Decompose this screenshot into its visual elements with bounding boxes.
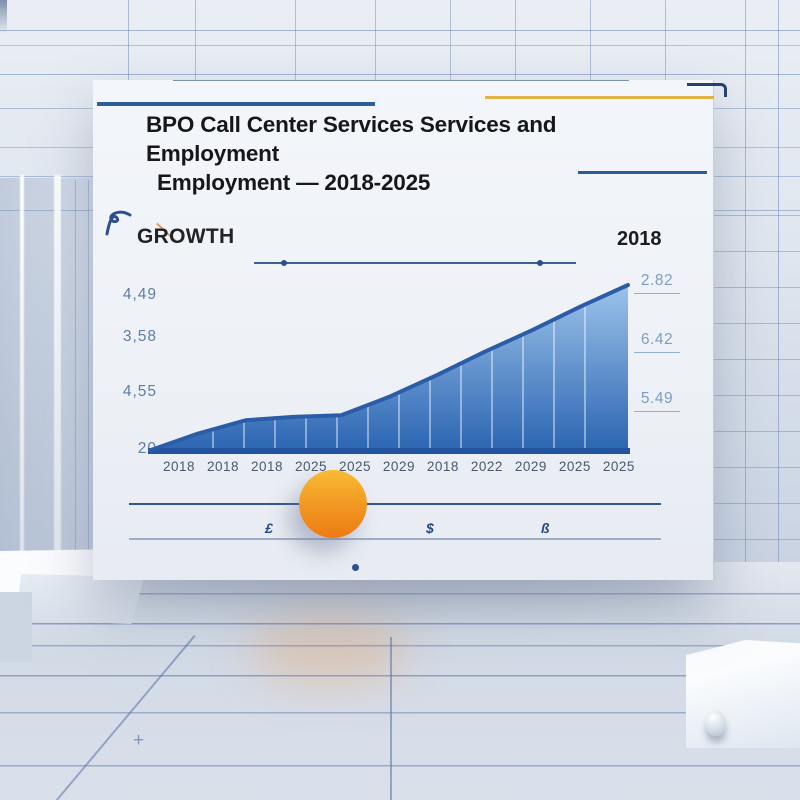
- area-chart: [148, 283, 630, 454]
- wall-light-strip: [54, 175, 61, 562]
- value-label: 5.49: [634, 390, 680, 412]
- grid-line: [75, 180, 76, 562]
- timeline-marker-dot: [537, 260, 543, 266]
- step-block-front: [16, 574, 144, 624]
- x-axis-tick-label: 2025: [294, 459, 327, 474]
- x-axis-tick-label: 2025: [338, 459, 371, 474]
- grid-line: [173, 80, 629, 81]
- orange-circle: [299, 470, 367, 538]
- wall-left-shade: [0, 178, 93, 562]
- grid-line: [88, 180, 89, 562]
- wall-grid-right: [712, 180, 800, 562]
- title-line-1: BPO Call Center Services Services and Em…: [146, 112, 557, 166]
- slab-block: [686, 640, 800, 748]
- footer-line-lower: [129, 538, 661, 540]
- glyph-icon: £: [265, 520, 273, 536]
- x-axis-tick-label: 2025: [558, 459, 591, 474]
- footer-line-upper: [129, 503, 661, 506]
- corner-shadow: [0, 0, 7, 34]
- timeline-divider: [254, 260, 576, 266]
- x-axis-labels: 2018 2018 2018 2025 2025 2029 2018 2022 2029 2025…: [163, 459, 635, 474]
- x-axis-tick-label: 2018: [426, 459, 459, 474]
- header-accent-line-blue: [97, 102, 375, 106]
- glyph-icon: $: [426, 520, 434, 536]
- x-axis-tick-label: 2025: [602, 459, 635, 474]
- header-accent-line-right: [578, 171, 707, 174]
- floor-plus-marker: +: [133, 730, 145, 751]
- x-axis-tick-label: 2029: [514, 459, 547, 474]
- value-label: 6.42: [634, 331, 680, 353]
- y-axis-tick-label: 4,49: [122, 286, 157, 303]
- wall-light-strip: [20, 175, 24, 562]
- corner-bracket-icon: [687, 83, 727, 97]
- x-axis-tick-label: 2018: [206, 459, 240, 474]
- x-axis-tick-label: 2018: [163, 459, 196, 474]
- timeline-marker-dot: [281, 260, 287, 266]
- page-title: BPO Call Center Services Services and Em…: [146, 110, 686, 197]
- growth-label: GROWTH: [137, 225, 235, 248]
- y-axis-tick-label: 3,58: [122, 328, 157, 345]
- chart-card: BPO Call Center Services Services and Em…: [93, 80, 727, 580]
- glyph-icon: ß: [541, 520, 550, 536]
- x-axis-tick-label: 2018: [250, 459, 284, 474]
- pen-icon: [105, 210, 132, 236]
- x-axis-tick-label: 2022: [470, 459, 503, 474]
- header-accent-line-yellow: [485, 96, 714, 99]
- year-label: 2018: [617, 228, 662, 250]
- floor-grid-vertical: [390, 637, 392, 800]
- step-block-lower: [0, 592, 32, 662]
- y-axis-tick-label: 4,55: [122, 383, 157, 400]
- x-axis-tick-label: 2029: [382, 459, 415, 474]
- value-label: 2.82: [634, 272, 680, 294]
- title-line-2: Employment — 2018-2025: [157, 170, 431, 195]
- blue-dot: [352, 564, 359, 571]
- droplet-object: [706, 710, 726, 736]
